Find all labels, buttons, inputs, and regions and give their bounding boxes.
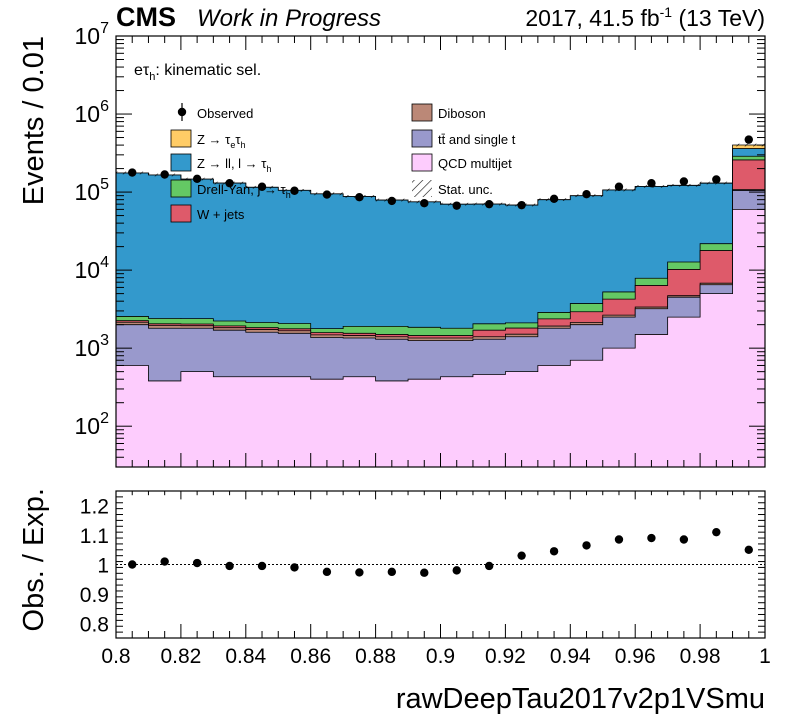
- x-axis-label: rawDeepTau2017v2p1VSmu: [396, 683, 765, 715]
- ratio-point: [225, 561, 234, 571]
- svg-text:W + jets: W + jets: [197, 207, 245, 222]
- legend-entry-z_ll: Z → ll, l → τh: [170, 153, 271, 174]
- observed-point: [290, 186, 299, 195]
- observed-points: [128, 135, 753, 210]
- legend-entry-wjets: W + jets: [170, 204, 245, 223]
- y-tick-label-bottom: 1: [97, 555, 109, 578]
- ratio-point: [712, 527, 721, 537]
- ratio-point: [387, 567, 397, 577]
- observed-point: [744, 135, 753, 144]
- observed-point: [322, 190, 332, 199]
- x-tick-label: 0.84: [225, 645, 266, 668]
- ratio-point: [322, 567, 332, 577]
- legend-entry-qcd: QCD multijet: [411, 153, 512, 172]
- x-tick-label: 1: [759, 645, 771, 668]
- ratio-point: [257, 561, 267, 571]
- x-tick-label: 0.96: [615, 645, 656, 668]
- status-label: Work in Progress: [197, 5, 381, 32]
- observed-point: [160, 170, 169, 179]
- ratio-point: [517, 551, 526, 560]
- stat-unc-bin: [732, 143, 765, 147]
- y-tick-label-bottom: 1.2: [80, 496, 109, 519]
- svg-text:Z → τeτh: Z → τeτh: [197, 132, 245, 150]
- svg-text:Drell-Yan, j → τh: Drell-Yan, j → τh: [197, 182, 291, 200]
- x-tick-label: 0.98: [680, 645, 721, 668]
- svg-text:Stat. unc.: Stat. unc.: [438, 182, 493, 197]
- x-tick-label: 0.8: [101, 645, 130, 668]
- legend-entry-ttbar: tt̄ and single t: [411, 129, 516, 148]
- legend-entry-stat: Stat. unc.: [412, 180, 493, 197]
- x-tick-label: 0.86: [290, 645, 331, 668]
- legend-entry-z_tautau: Z → τeτh: [170, 129, 245, 150]
- y-tick-label-top: 105: [75, 176, 110, 205]
- y-axis-label-bottom: Obs. / Exp.: [18, 488, 50, 631]
- x-tick-label: 0.82: [160, 645, 201, 668]
- observed-point: [484, 199, 494, 209]
- ratio-point: [420, 568, 429, 577]
- ratio-point: [679, 535, 689, 544]
- x-tick-label: 0.94: [550, 645, 591, 668]
- legend-entry-dy_jtau: Drell-Yan, j → τh: [170, 179, 291, 200]
- ratio-point: [452, 566, 461, 575]
- svg-text:Z → ll, l → τh: Z → ll, l → τh: [197, 156, 271, 174]
- svg-text:Observed: Observed: [197, 106, 253, 121]
- y-tick-label-bottom: 0.8: [80, 613, 109, 636]
- legend-entry-observed: Observed: [177, 103, 253, 121]
- ratio-point: [614, 535, 624, 544]
- cms-label: CMS: [116, 2, 176, 32]
- stacked-histogram: [115, 144, 766, 468]
- y-tick-label-top: 104: [75, 254, 110, 283]
- svg-text:tt̄ and single t: tt̄ and single t: [438, 132, 516, 147]
- ratio-point: [192, 558, 202, 568]
- legend-entry-diboson: Diboson: [411, 103, 486, 122]
- y-tick-label-top: 102: [75, 410, 110, 439]
- ratio-point: [355, 568, 364, 577]
- region-label: eτh: kinematic sel.: [134, 62, 261, 83]
- svg-text:Diboson: Diboson: [438, 106, 486, 121]
- observed-point: [192, 174, 202, 183]
- observed-point: [582, 189, 591, 199]
- x-tick-label: 0.88: [355, 645, 396, 668]
- observed-point: [225, 178, 234, 188]
- ratio-point: [128, 560, 137, 569]
- y-tick-label-bottom: 1.1: [80, 525, 109, 548]
- observed-point: [257, 182, 267, 191]
- y-tick-label-bottom: 0.9: [80, 584, 109, 607]
- observed-point: [355, 192, 364, 202]
- observed-point: [679, 177, 689, 186]
- x-tick-label: 0.9: [426, 645, 455, 668]
- lumi-label: 2017, 41.5 fb-1 (13 TeV): [525, 4, 765, 31]
- ratio-point: [484, 561, 494, 571]
- ratio-point: [744, 545, 753, 554]
- ratio-point: [290, 563, 299, 572]
- observed-point: [128, 168, 137, 177]
- top-panel-ticks: 102 103 104 105 106 107: [75, 20, 766, 468]
- observed-point: [420, 199, 429, 208]
- y-tick-label-top: 103: [75, 332, 110, 361]
- y-tick-label-top: 106: [75, 98, 110, 127]
- ratio-points: [116, 527, 765, 577]
- observed-point: [712, 175, 721, 184]
- observed-point: [614, 182, 624, 191]
- observed-point: [452, 201, 461, 210]
- x-tick-label: 0.92: [485, 645, 526, 668]
- legend: Observed Z → τeτh Z → ll, l → τh Drell-Yan,…: [170, 103, 516, 223]
- bottom-panel-ticks: 0.8 0.82 0.84 0.86 0.88 0.9 0.92 0.94 0.96 0.98 1 0…: [80, 490, 771, 668]
- ratio-point: [549, 547, 559, 556]
- observed-point: [517, 200, 526, 210]
- ratio-point: [647, 533, 656, 543]
- observed-point: [387, 196, 397, 206]
- svg-text:QCD multijet: QCD multijet: [438, 156, 512, 171]
- observed-point: [647, 178, 656, 188]
- ratio-point: [582, 541, 591, 550]
- y-axis-label-top: Events / 0.01: [18, 36, 50, 205]
- observed-point: [549, 194, 559, 204]
- y-tick-label-top: 107: [75, 20, 110, 49]
- ratio-point: [160, 557, 169, 566]
- stack-qcd: [115, 208, 766, 468]
